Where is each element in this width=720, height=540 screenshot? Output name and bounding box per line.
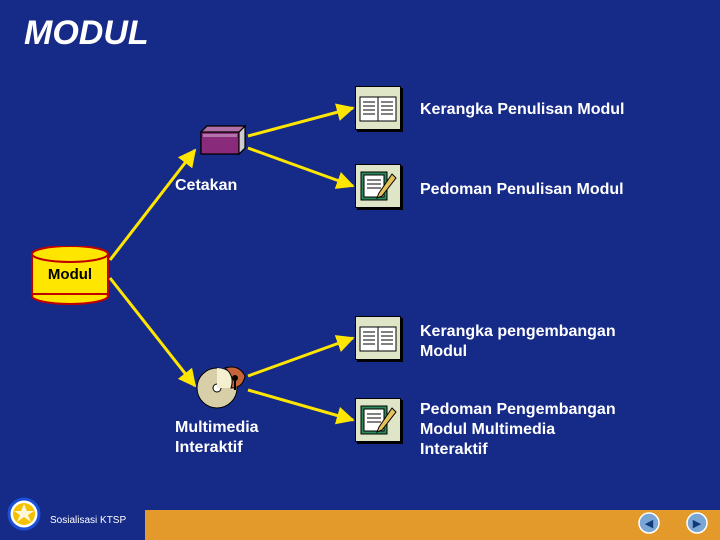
svg-text:◀: ◀ — [645, 518, 654, 530]
cetakan-label: Cetakan — [175, 176, 237, 196]
root-label: Modul — [30, 266, 110, 285]
writebook-icon — [355, 398, 401, 442]
page-title: MODUL — [24, 14, 149, 53]
book-icon — [195, 118, 251, 169]
openbook-icon — [355, 316, 401, 360]
writebook-icon — [355, 164, 401, 208]
leaf-label: Pedoman Penulisan Modul — [420, 180, 624, 200]
logo-icon — [6, 496, 46, 536]
prev-button[interactable]: ◀ — [638, 512, 660, 534]
cd-icon — [195, 358, 251, 419]
leaf-label: Kerangka pengembangan Modul — [420, 322, 616, 362]
footer-bar — [145, 510, 720, 540]
page-title-text: MODUL — [24, 14, 149, 52]
next-button[interactable]: ▶ — [686, 512, 708, 534]
leaf-label: Kerangka Penulisan Modul — [420, 100, 624, 120]
root-node: Modul — [30, 246, 110, 306]
footer-text: Sosialisasi KTSP — [50, 515, 126, 526]
svg-text:▶: ▶ — [693, 518, 702, 530]
openbook-icon — [355, 86, 401, 130]
multimedia-label: Multimedia Interaktif — [175, 418, 259, 458]
slide: MODUL Modul Cetakan Multimedia Interakti… — [0, 0, 720, 540]
leaf-label: Pedoman Pengembangan Modul Multimedia In… — [420, 400, 616, 460]
